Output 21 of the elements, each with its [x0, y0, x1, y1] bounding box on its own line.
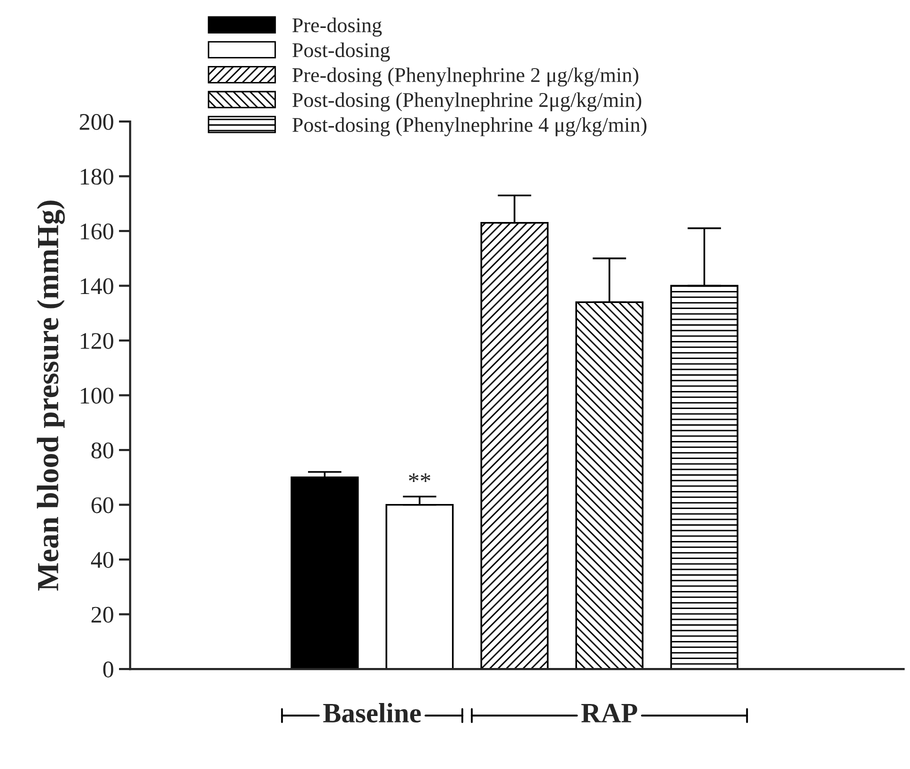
y-tick-label: 100	[80, 388, 114, 404]
legend-label: Post-dosing (Phenylnephrine 2μg/kg/min)	[292, 92, 642, 112]
y-tick-label: 80	[91, 442, 114, 458]
y-tick-label: 0	[103, 662, 114, 678]
legend-label: Post-dosing	[292, 42, 390, 62]
text: RAP	[581, 704, 638, 722]
y-tick-label: 180	[80, 168, 114, 185]
y-axis-title: Mean blood pressure (mmHg)	[36, 200, 65, 591]
y-tick-label: 40	[91, 552, 114, 568]
annotation: **	[408, 473, 430, 482]
legend-label: Pre-dosing	[292, 18, 382, 37]
text: Baseline	[323, 702, 421, 723]
y-tick-label: 200	[80, 114, 114, 130]
legend-label: Post-dosing (Phenylnephrine 4 μg/kg/min)	[292, 117, 646, 136]
y-tick-label: 160	[80, 224, 114, 240]
y-tick-label: 20	[92, 606, 114, 623]
y-tick-label: 60	[92, 497, 114, 514]
y-tick-label: 140	[80, 278, 114, 294]
legend-label: Pre-dosing (Phenylnephrine 2 μg/kg/min)	[292, 67, 638, 86]
bar	[290, 476, 359, 670]
y-tick-label: 120	[80, 333, 114, 349]
